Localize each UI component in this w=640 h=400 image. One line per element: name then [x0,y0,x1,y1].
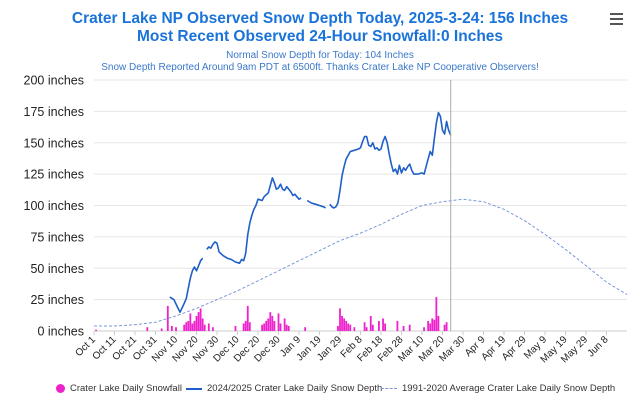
legend-item-snowfall[interactable]: Crater Lake Daily Snowfall [56,383,182,394]
chart-title-line-2: Most Recent Observed 24-Hour Snowfall:0 … [136,28,504,45]
snowfall-bar[interactable] [197,312,200,331]
snowfall-bar[interactable] [269,312,272,331]
snowfall-bar[interactable] [244,320,247,331]
snowfall-bar[interactable] [433,319,436,331]
snow-depth-line[interactable] [169,111,452,313]
snowfall-bar[interactable] [248,322,251,331]
snowfall-bar[interactable] [212,327,214,331]
snowfall-bar[interactable] [304,327,307,331]
snowfall-bar[interactable] [283,318,286,331]
snowfall-bar[interactable] [279,323,282,331]
average-dashed-line-icon [381,388,397,389]
snowfall-bar[interactable] [183,324,186,331]
snowfall-bar[interactable] [191,323,194,331]
snowfall-bar[interactable] [443,324,446,331]
snowfall-bar[interactable] [285,324,288,331]
y-tick-label: 25 inches [30,293,84,307]
snowfall-bar[interactable] [263,323,266,331]
snowfall-bar[interactable] [199,308,202,331]
snowfall-bar[interactable] [185,322,188,331]
snowfall-bar[interactable] [396,320,399,331]
snowfall-bar[interactable] [427,320,430,331]
snowfall-bar[interactable] [273,320,276,331]
y-tick-label: 175 inches [24,105,84,119]
y-tick-label: 50 inches [30,262,84,276]
chart-title: Crater Lake NP Observed Snow Depth Today… [71,10,569,27]
snowfall-bar[interactable] [371,324,374,331]
average-snow-depth-line[interactable] [94,198,628,327]
snowfall-bar[interactable] [369,315,372,331]
snowfall-bar[interactable] [429,323,432,331]
snowfall-bar[interactable] [345,320,348,331]
snowfall-bar[interactable] [195,315,198,331]
snowfall-bar[interactable] [363,322,366,331]
snowfall-bar[interactable] [431,318,434,331]
chart-subtitle: Normal Snow Depth for Today: 104 Inches [226,50,414,61]
y-tick-label: 100 inches [24,199,84,213]
snowfall-bar[interactable] [201,318,204,331]
snowfall-bar[interactable] [423,327,425,331]
snowfall-bar[interactable] [365,327,368,331]
snowfall-bar[interactable] [277,313,280,331]
snowfall-bar[interactable] [384,323,386,331]
legend-label-depth: 2024/2025 Crater Lake Daily Snow Depth [207,383,383,394]
snowfall-bar[interactable] [382,318,384,331]
legend-item-depth[interactable]: 2024/2025 Crater Lake Daily Snow Depth [186,383,382,394]
snowfall-bar[interactable] [378,320,380,331]
snowfall-bar[interactable] [271,315,274,331]
snowfall-bar[interactable] [234,325,237,331]
snowfall-marker-icon [56,384,65,393]
y-tick-label: 150 inches [24,136,84,150]
snowfall-bar[interactable] [265,320,268,331]
snowfall-bar[interactable] [193,320,196,331]
snowfall-bar[interactable] [408,324,411,331]
snowfall-bar[interactable] [203,324,206,331]
legend-item-average[interactable]: 1991-2020 Average Crater Lake Daily Snow… [381,383,615,394]
snowfall-bar[interactable] [246,305,249,331]
snowfall-bar[interactable] [339,308,341,331]
snowfall-bar[interactable] [95,329,97,331]
snowfall-bar[interactable] [146,327,149,331]
snowfall-bar[interactable] [287,325,290,331]
legend-label-snowfall: Crater Lake Daily Snowfall [70,383,182,394]
y-tick-label: 200 inches [24,74,84,88]
snowfall-bar[interactable] [189,313,192,331]
snowfall-bar[interactable] [353,327,356,331]
y-tick-label: 125 inches [24,168,84,182]
depth-line-icon [186,387,202,390]
snowfall-bar[interactable] [261,324,263,331]
legend-label-average: 1991-2020 Average Crater Lake Daily Snow… [402,383,616,394]
snowfall-bar[interactable] [337,325,339,331]
snowfall-bar[interactable] [347,323,350,331]
snowfall-bar[interactable] [175,327,177,331]
chart-legend: Crater Lake Daily Snowfall 2024/2025 Cra… [0,383,640,397]
snowfall-bar[interactable] [166,305,169,331]
y-tick-label: 0 inches [37,325,84,339]
chart-area: 0 inches 25 inches 50 inches 75 inches 100 i… [24,74,628,365]
hamburger-menu-icon[interactable] [610,13,624,25]
snowfall-bar[interactable] [343,318,345,331]
snowfall-bar[interactable] [242,323,245,331]
snowfall-bar[interactable] [171,325,173,331]
snowfall-bar[interactable] [435,297,438,331]
snowfall-bar[interactable] [437,315,440,331]
snowfall-bar[interactable] [187,320,190,331]
snowfall-bar[interactable] [207,323,210,331]
snowfall-bar[interactable] [445,322,448,331]
x-tick-label: Jun 8 [586,334,611,359]
y-tick-label: 75 inches [30,230,84,244]
snowfall-bar[interactable] [267,318,270,331]
snowfall-bar[interactable] [160,328,163,331]
snowfall-bar[interactable] [402,325,405,331]
snowfall-bar[interactable] [349,324,352,331]
chart-subtitle-line-2: Snow Depth Reported Around 9am PDT at 65… [101,62,539,73]
snowfall-bar[interactable] [341,315,343,331]
